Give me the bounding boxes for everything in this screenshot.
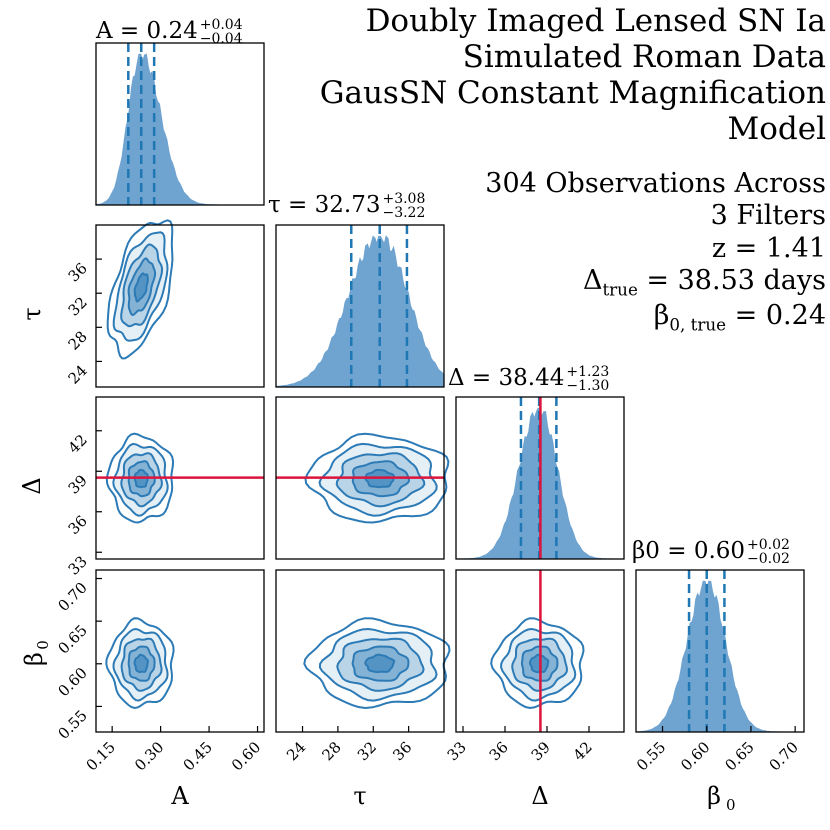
panel-frame-A-tau <box>95 224 265 388</box>
contour-A-tau-4 <box>106 219 174 360</box>
param-title-a-minus: −0.04 <box>199 31 243 47</box>
title-line-2: Simulated Roman Data <box>462 38 826 75</box>
xtick-label-beta0-3: 0.70 <box>766 738 802 774</box>
ytick-label-delta-2: 39 <box>65 471 91 497</box>
contour-delta-beta0-4 <box>490 617 585 710</box>
panel-frame-A-delta <box>95 396 265 560</box>
panel-frame-A-beta0 <box>95 569 265 733</box>
ytick-label-tau-3: 36 <box>65 259 91 285</box>
contour-A-beta0-0 <box>133 653 149 674</box>
yaxis-label-beta0: β <box>20 652 48 666</box>
hist-beta0 <box>635 580 804 733</box>
figure-title: Doubly Imaged Lensed SN Ia Simulated Rom… <box>319 3 826 148</box>
obs-line-2: 3 Filters <box>710 200 826 232</box>
ytick-label-beta0-1: 0.60 <box>54 664 90 700</box>
beta-true-sub: 0, true <box>669 314 727 335</box>
xtick-label-beta0-0: 0.55 <box>633 738 669 774</box>
xtick-label-beta0-2: 0.65 <box>721 738 757 774</box>
panel-frame-delta-beta0 <box>455 569 625 733</box>
contour-A-beta0-4 <box>105 617 175 710</box>
xtick-label-delta-1: 36 <box>486 738 512 764</box>
xtick-label-beta0-1: 0.60 <box>677 738 713 774</box>
z-label: z = <box>711 232 766 264</box>
xtick-label-A-1: 0.30 <box>131 738 167 774</box>
xtick-label-delta-2: 39 <box>528 738 554 764</box>
xaxis-label-tau: τ <box>353 782 366 810</box>
beta-true-value: = 0.24 <box>726 299 826 331</box>
ytick-label-tau-2: 32 <box>65 293 91 319</box>
param-title-a-text: A = 0.24 <box>96 18 198 44</box>
xtick-label-tau-3: 36 <box>389 738 415 764</box>
obs-line-1: 304 Observations Across <box>485 168 826 199</box>
xtick-label-delta-0: 33 <box>444 738 470 764</box>
delta-true-line: Δtrue = 38.53 days <box>485 265 826 299</box>
ytick-label-tau-1: 28 <box>65 327 91 353</box>
param-title-delta-minus: −1.30 <box>566 378 610 394</box>
delta-true-symbol: Δ <box>582 265 603 297</box>
panel-frame-tau-delta <box>275 396 445 560</box>
contour-delta-beta0-0 <box>529 653 550 674</box>
param-title-tau: τ = 32.73 +3.08 −3.22 <box>268 192 425 220</box>
z-value: 1.41 <box>765 232 826 264</box>
xaxis-label-sub-beta0: 0 <box>726 796 736 814</box>
yaxis-label-delta: Δ <box>18 477 46 494</box>
param-title-delta: Δ = 38.44 +1.23 −1.30 <box>448 365 609 393</box>
param-title-delta-text: Δ = 38.44 <box>448 365 565 391</box>
ytick-label-delta-1: 36 <box>65 512 91 538</box>
xtick-label-tau-2: 32 <box>354 738 380 764</box>
title-line-3: GausSN Constant Magnification <box>319 74 826 111</box>
contour-A-tau-0 <box>133 272 149 303</box>
ytick-label-beta0-3: 0.70 <box>54 579 90 615</box>
hist-tau <box>275 235 445 388</box>
redshift-line: z = 1.41 <box>485 233 826 265</box>
param-title-beta0-plus: +0.02 <box>747 537 790 553</box>
contour-tau-beta0-0 <box>364 653 396 674</box>
param-title-beta0-text: β0 = 0.60 <box>632 538 746 564</box>
ytick-label-beta0-2: 0.65 <box>54 621 90 657</box>
ytick-label-beta0-0: 0.55 <box>54 707 90 743</box>
title-line-4: Model <box>727 110 826 147</box>
beta-true-symbol: β <box>653 299 670 331</box>
param-title-beta0-minus: −0.02 <box>747 551 790 567</box>
param-title-beta0: β0 = 0.60 +0.02 −0.02 <box>632 538 790 566</box>
param-title-tau-plus: +3.08 <box>382 191 426 207</box>
yaxis-label-sub-beta0: 0 <box>34 640 52 650</box>
delta-true-value: = 38.53 days <box>637 265 826 297</box>
xaxis-label-beta0: β <box>707 782 721 810</box>
xaxis-label-delta: Δ <box>531 782 548 810</box>
xtick-label-A-0: 0.15 <box>83 738 119 774</box>
xtick-label-A-2: 0.45 <box>180 738 216 774</box>
xtick-label-A-3: 0.60 <box>228 738 264 774</box>
contour-tau-beta0-4 <box>303 617 451 710</box>
panel-frame-delta-diag <box>455 396 625 560</box>
ytick-label-delta-3: 42 <box>65 431 91 457</box>
param-title-tau-text: τ = 32.73 <box>268 192 381 218</box>
panel-frame-beta0-diag <box>635 569 805 733</box>
panel-frame-tau-diag <box>275 224 445 388</box>
xtick-label-tau-1: 28 <box>318 738 344 764</box>
yaxis-label-tau: τ <box>18 307 46 320</box>
param-title-a: A = 0.24 +0.04 −0.04 <box>96 18 243 46</box>
param-title-a-plus: +0.04 <box>199 17 243 33</box>
xtick-label-delta-3: 42 <box>570 738 596 764</box>
param-title-tau-minus: −3.22 <box>382 205 426 221</box>
ytick-label-tau-0: 24 <box>65 362 91 388</box>
ytick-label-delta-0: 33 <box>65 552 91 578</box>
delta-true-sub: true <box>602 279 638 300</box>
hist-A <box>95 53 264 206</box>
param-title-delta-plus: +1.23 <box>566 364 610 380</box>
panel-frame-tau-beta0 <box>275 569 445 733</box>
info-annotation: 304 Observations Across 3 Filters z = 1.… <box>485 168 826 334</box>
beta-true-line: β0, true = 0.24 <box>485 300 826 334</box>
xtick-label-tau-0: 24 <box>283 738 309 764</box>
title-line-1: Doubly Imaged Lensed SN Ia <box>365 3 826 39</box>
panel-frame-A-diag <box>95 42 265 206</box>
xaxis-label-A: A <box>170 782 189 810</box>
